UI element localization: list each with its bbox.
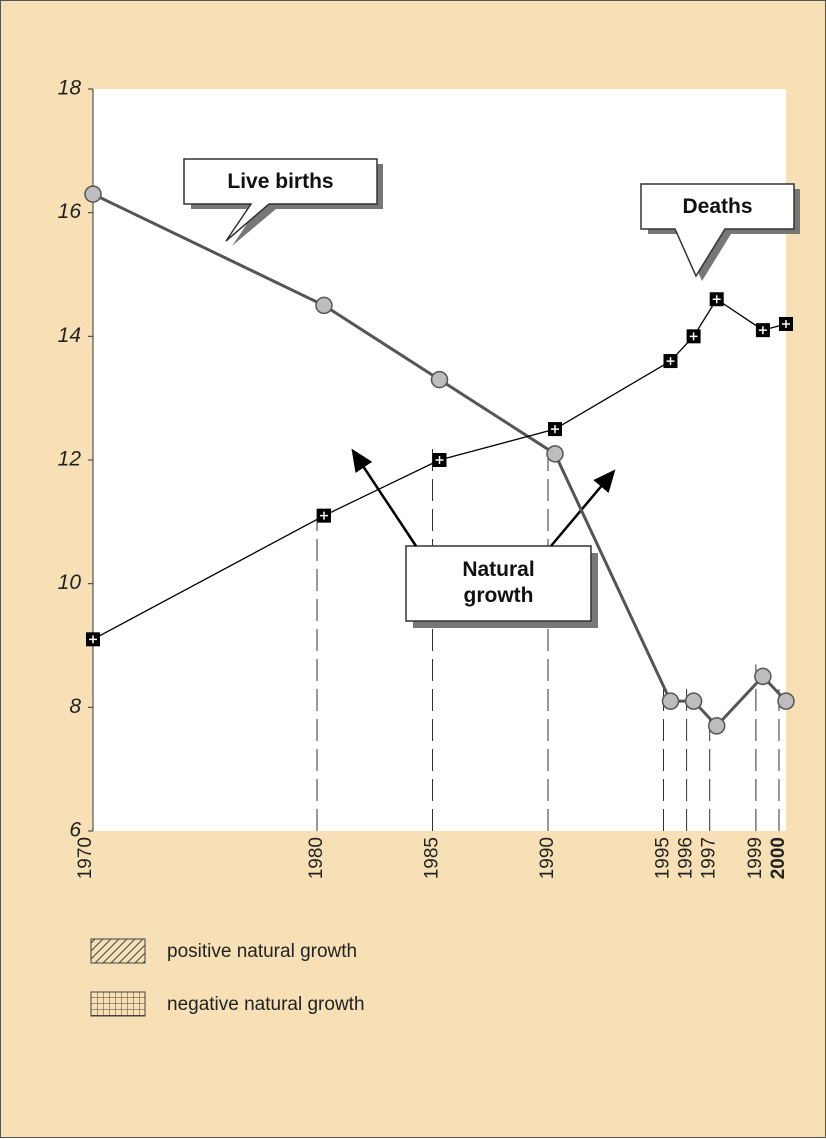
x-tick-label: 1995 — [653, 837, 674, 879]
birth-marker — [777, 692, 795, 710]
birth-marker — [684, 692, 703, 710]
y-tick-label: 10 — [58, 571, 82, 594]
death-marker-plus — [782, 319, 790, 328]
birth-marker — [84, 185, 102, 203]
y-tick-label: 18 — [58, 77, 82, 100]
death-marker — [86, 632, 100, 647]
callout-live-births — [183, 158, 383, 246]
death-marker-plus — [758, 326, 767, 335]
x-tick-label: 1985 — [422, 837, 443, 879]
death-marker-plus — [689, 332, 698, 341]
birth-marker — [315, 296, 333, 315]
death-marker-plus — [435, 456, 444, 464]
x-tick-label: 2000 — [768, 837, 789, 879]
birth-marker — [661, 692, 680, 710]
death-marker — [755, 323, 770, 338]
callout-deaths — [640, 183, 800, 281]
birth-marker — [546, 445, 564, 463]
death-marker — [709, 292, 724, 307]
death-marker — [663, 354, 678, 369]
y-tick-label: 14 — [58, 324, 81, 347]
death-marker — [317, 508, 331, 523]
death-marker-plus — [551, 425, 559, 434]
death-marker — [686, 329, 701, 344]
x-tick-label: 1996 — [676, 837, 697, 879]
birth-marker — [707, 717, 726, 735]
legend-label: negative natural growth — [167, 994, 365, 1015]
death-marker-plus — [712, 295, 721, 304]
death-marker-plus — [666, 357, 675, 366]
death-marker-plus — [89, 635, 97, 644]
callout-natural-growth — [351, 448, 616, 628]
x-tick-label: 1980 — [306, 837, 327, 879]
callout-text: Natural growth — [462, 558, 535, 607]
x-tick-label: 1990 — [537, 837, 558, 879]
death-marker — [779, 316, 793, 331]
callout-text: Live births — [227, 170, 334, 193]
legend-label: positive natural growth — [167, 941, 357, 962]
death-marker — [548, 422, 562, 437]
y-tick-label: 8 — [69, 695, 81, 718]
x-tick-label: 1970 — [75, 837, 96, 879]
birth-marker — [754, 667, 772, 686]
y-tick-label: 16 — [58, 200, 82, 223]
birth-marker — [430, 370, 449, 389]
death-marker-plus — [320, 511, 328, 520]
death-marker — [432, 453, 447, 467]
legend-swatch-negative — [90, 991, 146, 1017]
callout-text: Deaths — [682, 195, 753, 218]
legend-swatch-positive — [90, 938, 146, 964]
y-tick-label: 6 — [69, 819, 81, 842]
x-tick-label: 1997 — [699, 837, 720, 879]
y-tick-label: 12 — [58, 448, 82, 471]
x-tick-label: 1999 — [745, 837, 766, 879]
